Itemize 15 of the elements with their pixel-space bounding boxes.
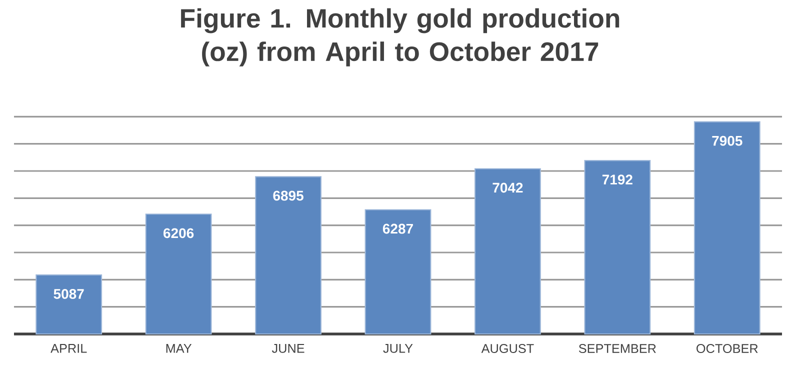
data-label: 7192 (602, 174, 632, 185)
data-label: 6287 (382, 224, 413, 234)
x-tick-label: OCTOBER (696, 344, 758, 354)
data-label: 6895 (273, 190, 304, 201)
data-label: 5087 (54, 288, 84, 299)
x-tick-label: JUNE (272, 344, 304, 353)
x-tick-label: APRIL (50, 344, 87, 353)
x-tick-label: MAY (166, 344, 192, 353)
x-tick-label: AUGUST (481, 344, 534, 354)
x-tick-label: JULY (383, 344, 413, 353)
data-label: 7905 (712, 136, 742, 146)
chart-title: Figure 1. Monthly gold production (oz) from April to October 2017 (181, 8, 620, 66)
x-tick-label: SEPTEMBER (578, 344, 656, 354)
data-label: 7042 (492, 182, 523, 193)
data-label: 6206 (164, 228, 194, 238)
